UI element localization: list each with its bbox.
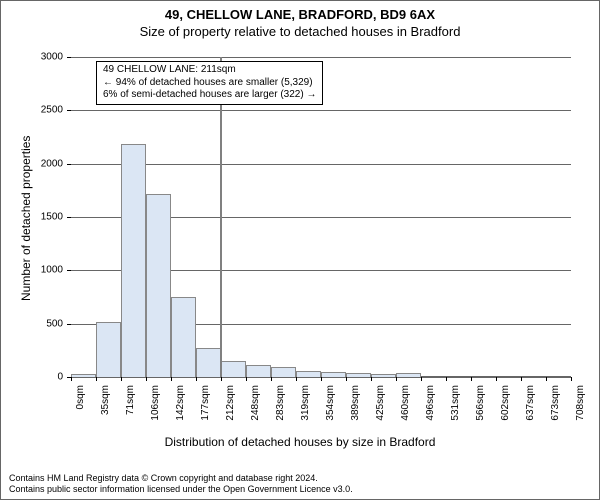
histogram-bar: [96, 322, 121, 377]
x-tick-mark: [196, 377, 197, 381]
x-tick-mark: [571, 377, 572, 381]
x-tick-mark: [221, 377, 222, 381]
annotation-line3: 6% of semi-detached houses are larger (3…: [103, 89, 316, 102]
x-tick-label: 142sqm: [175, 383, 186, 421]
histogram-bar: [171, 297, 196, 377]
histogram-bar: [71, 374, 96, 377]
x-tick-label: 106sqm: [150, 383, 161, 421]
y-tick-mark: [67, 270, 71, 271]
chart-container: 49, CHELLOW LANE, BRADFORD, BD9 6AX Size…: [0, 0, 600, 500]
histogram-bar: [396, 373, 421, 377]
x-tick-label: 637sqm: [525, 383, 536, 421]
reference-line: [220, 57, 222, 377]
y-axis-label: Number of detached properties: [19, 136, 33, 301]
x-tick-label: 283sqm: [275, 383, 286, 421]
y-tick-label: 0: [57, 372, 63, 383]
page-title-line1: 49, CHELLOW LANE, BRADFORD, BD9 6AX: [1, 7, 599, 22]
x-tick-mark: [321, 377, 322, 381]
x-tick-label: 496sqm: [425, 383, 436, 421]
x-tick-label: 602sqm: [500, 383, 511, 421]
footer-line1: Contains HM Land Registry data © Crown c…: [9, 473, 591, 484]
y-gridline: [71, 57, 571, 58]
histogram-bar: [196, 348, 221, 377]
histogram-bar: [221, 361, 246, 377]
x-tick-label: 460sqm: [400, 383, 411, 421]
x-tick-mark: [171, 377, 172, 381]
histogram-bar: [121, 144, 146, 377]
footer-line2: Contains public sector information licen…: [9, 484, 591, 495]
x-tick-label: 389sqm: [350, 383, 361, 421]
histogram-bar: [271, 367, 296, 377]
x-tick-label: 248sqm: [250, 383, 261, 421]
histogram-bar: [296, 371, 321, 377]
x-tick-label: 354sqm: [325, 383, 336, 421]
y-gridline: [71, 110, 571, 111]
histogram-bar: [346, 373, 371, 377]
annotation-box: 49 CHELLOW LANE: 211sqm ← 94% of detache…: [96, 61, 323, 105]
x-tick-label: 673sqm: [550, 383, 561, 421]
x-tick-mark: [446, 377, 447, 381]
x-tick-label: 531sqm: [450, 383, 461, 421]
histogram-bar: [146, 194, 171, 377]
x-tick-mark: [471, 377, 472, 381]
x-tick-label: 0sqm: [75, 383, 86, 409]
x-tick-mark: [296, 377, 297, 381]
x-tick-label: 71sqm: [125, 383, 136, 415]
x-axis-label: Distribution of detached houses by size …: [1, 435, 599, 449]
y-tick-mark: [67, 324, 71, 325]
y-tick-label: 1000: [41, 265, 63, 276]
y-gridline: [71, 164, 571, 165]
x-tick-label: 35sqm: [100, 383, 111, 415]
y-tick-mark: [67, 57, 71, 58]
x-tick-label: 319sqm: [300, 383, 311, 421]
x-tick-mark: [546, 377, 547, 381]
x-tick-mark: [121, 377, 122, 381]
x-tick-mark: [96, 377, 97, 381]
x-tick-mark: [496, 377, 497, 381]
y-tick-label: 2500: [41, 105, 63, 116]
x-tick-mark: [246, 377, 247, 381]
histogram-bar: [321, 372, 346, 377]
x-tick-label: 708sqm: [575, 383, 586, 421]
annotation-line2: ← 94% of detached houses are smaller (5,…: [103, 77, 316, 90]
y-tick-label: 3000: [41, 52, 63, 63]
x-tick-mark: [396, 377, 397, 381]
y-tick-label: 500: [46, 318, 63, 329]
plot-inner: 0sqm35sqm71sqm106sqm142sqm177sqm212sqm24…: [71, 57, 571, 377]
page-title-line2: Size of property relative to detached ho…: [1, 24, 599, 39]
x-tick-label: 177sqm: [200, 383, 211, 421]
y-tick-mark: [67, 164, 71, 165]
histogram-bar: [371, 374, 396, 377]
x-tick-label: 212sqm: [225, 383, 236, 421]
footer: Contains HM Land Registry data © Crown c…: [9, 473, 591, 495]
x-tick-label: 566sqm: [475, 383, 486, 421]
x-tick-mark: [346, 377, 347, 381]
histogram-bar: [246, 365, 271, 377]
x-tick-mark: [371, 377, 372, 381]
y-tick-label: 2000: [41, 158, 63, 169]
x-tick-mark: [146, 377, 147, 381]
y-tick-label: 1500: [41, 212, 63, 223]
x-tick-label: 425sqm: [375, 383, 386, 421]
x-tick-mark: [271, 377, 272, 381]
y-tick-mark: [67, 217, 71, 218]
annotation-line1: 49 CHELLOW LANE: 211sqm: [103, 64, 316, 77]
x-tick-mark: [421, 377, 422, 381]
x-tick-mark: [71, 377, 72, 381]
plot-area: 0sqm35sqm71sqm106sqm142sqm177sqm212sqm24…: [71, 57, 571, 377]
x-tick-mark: [521, 377, 522, 381]
y-tick-mark: [67, 110, 71, 111]
